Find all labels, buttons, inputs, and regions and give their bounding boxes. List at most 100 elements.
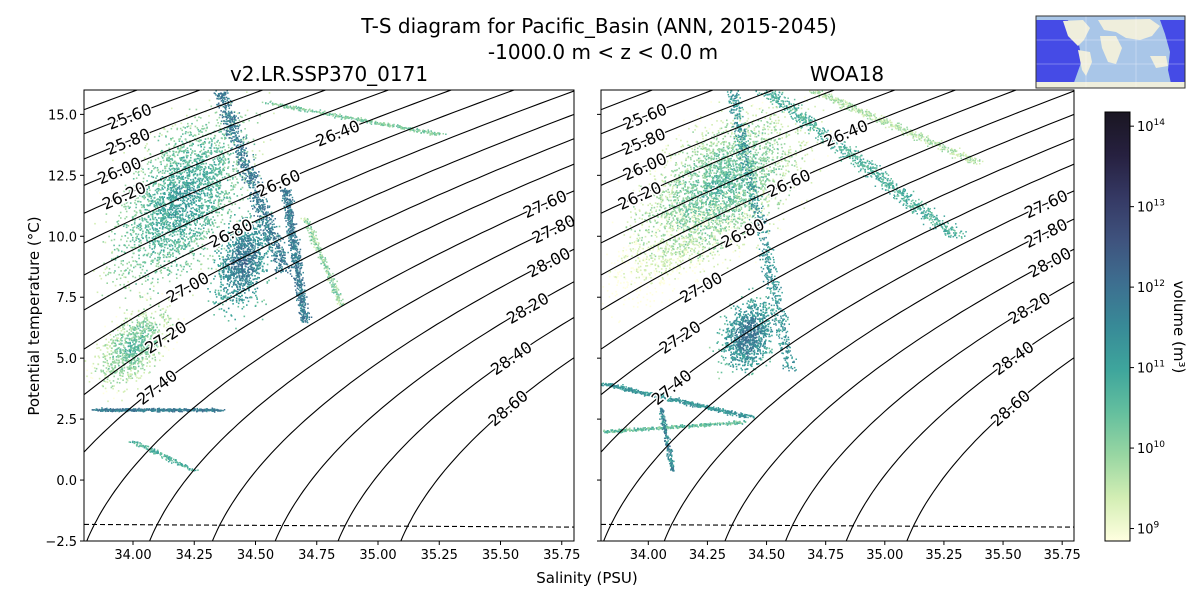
density-contour-line [845,316,1074,541]
density-contour-label: 26.40 [821,116,871,151]
density-contour-line [149,218,574,541]
density-contour-line [84,90,391,214]
colorbar-tick-label: 1010 [1137,440,1165,457]
density-contour-line [601,90,897,214]
density-contour-line [84,90,516,276]
density-contour-line [84,90,202,135]
y-axis [597,113,601,542]
map-highlight-basin-east [1160,20,1185,88]
x-tick-label: 34.00 [630,548,667,563]
map-land-africa [1100,36,1122,64]
map-land-eurasia [1098,19,1160,40]
y-tick-label: 10.0 [48,230,77,245]
right-panel-title: WOA18 [810,62,884,86]
density-contour-label: 26.60 [254,166,304,202]
x-tick-label: 34.75 [807,548,844,563]
density-contour-line [603,190,1074,541]
y-tick-label: −2.5 [45,535,77,550]
volume-histogram [601,90,984,472]
density-contour-label: 28.20 [1005,288,1054,328]
density-contour-label: 28.60 [987,386,1034,430]
y-axis-label: Potential temperature (°C) [25,216,43,415]
map-land-australia [1150,56,1168,68]
density-contour-label: 27.00 [677,268,726,307]
colorbar-tick-label: 1012 [1137,279,1165,296]
x-tick-label: 35.75 [1044,548,1081,563]
density-contour-line [601,163,1074,453]
x-tick-label: 34.25 [176,548,213,563]
density-contour-line [211,248,574,541]
freezing-point-line [84,523,574,528]
density-contour-line [601,113,1074,350]
colorbar-gradient [1104,111,1131,542]
x-tick-label: 35.75 [543,548,580,563]
density-contour-label: 28.00 [524,244,573,282]
figure-subtitle: -1000.0 m < z < 0.0 m [488,40,718,64]
density-contour-line [86,190,574,541]
y-tick-label: 12.5 [48,169,77,184]
density-contour-label: 26.20 [615,178,665,214]
y-tick-label: 0.0 [56,474,77,489]
colorbar-tick-label: 1014 [1137,118,1165,135]
density-contour-label: 28.20 [503,288,552,327]
map-land-south-america [1078,50,1092,76]
density-contour-line [601,90,776,160]
y-tick-label: 5.0 [56,352,77,367]
y-tick-label: 7.5 [56,291,77,306]
y-tick-label: 15.0 [48,108,77,123]
x-tick-label: 35.00 [359,548,396,563]
plot-frame [600,89,1075,542]
density-contour-line [906,357,1074,541]
x-tick-label: 35.25 [421,548,458,563]
colorbar-tick-label: 1011 [1137,360,1165,377]
figure-title: T-S diagram for Pacific_Basin (ANN, 2015… [360,14,837,38]
x-tick-label: 34.50 [237,548,274,563]
density-contour-line [84,90,265,160]
density-contour-line [84,90,574,311]
density-contour-line [601,90,1018,276]
x-axis: 34.00 34.25 34.50 34.75 35.00 35.25 35.50 35.75 [114,541,580,563]
x-tick-label: 34.75 [298,548,335,563]
colorbar-label: volume (m³) [1170,281,1188,374]
density-contour-label: 28.60 [485,386,532,430]
density-contour-line [84,113,574,350]
colorbar-tick-label: 1013 [1137,199,1165,216]
basin-map-inset [1035,15,1186,89]
density-contour-line [601,138,1074,396]
density-contour-line [601,90,715,135]
density-contour-line [84,163,574,453]
density-contour-label: 27.00 [163,268,212,307]
density-contour-line [337,316,574,541]
volume-histogram [84,90,447,472]
density-contour-line [84,90,328,186]
x-tick-label: 35.00 [866,548,903,563]
x-tick-label: 34.50 [748,548,785,563]
x-tick-label: 35.50 [984,548,1021,563]
x-tick-label: 35.50 [482,548,519,563]
map-land-north-america [1063,20,1090,46]
density-contour-line [84,138,574,396]
colorbar: 109 1010 1011 1012 1013 1014 volume (m³) [1104,111,1188,542]
density-contour-line [601,90,958,244]
x-axis: 34.00 34.25 34.50 34.75 35.00 35.25 35.50 35.75 [630,541,1081,563]
density-contour-line [724,248,1074,541]
density-contour-line [400,357,574,541]
density-contour-line [601,90,836,186]
density-contour-label: 28.40 [487,337,536,379]
density-contour-line [785,281,1074,541]
y-axis: −2.5 0.0 2.5 5.0 7.5 10.0 12.5 15.0 [45,108,84,550]
x-axis-label: Salinity (PSU) [536,569,638,587]
density-contour-label: 27.40 [133,366,181,409]
density-contour-line [601,90,1074,311]
density-contour-label: 26.40 [313,116,363,150]
y-tick-label: 2.5 [56,413,77,428]
density-contour-line [663,218,1074,541]
density-contour-label: 28.40 [989,337,1037,379]
left-panel-title: v2.LR.SSP370_0171 [230,62,428,86]
density-contour-label: 27.20 [656,317,705,358]
density-contour-label: 27.60 [1021,186,1071,223]
density-contour-line [274,281,574,541]
plot-frame [83,89,575,542]
map-land-antarctica [1036,82,1185,88]
